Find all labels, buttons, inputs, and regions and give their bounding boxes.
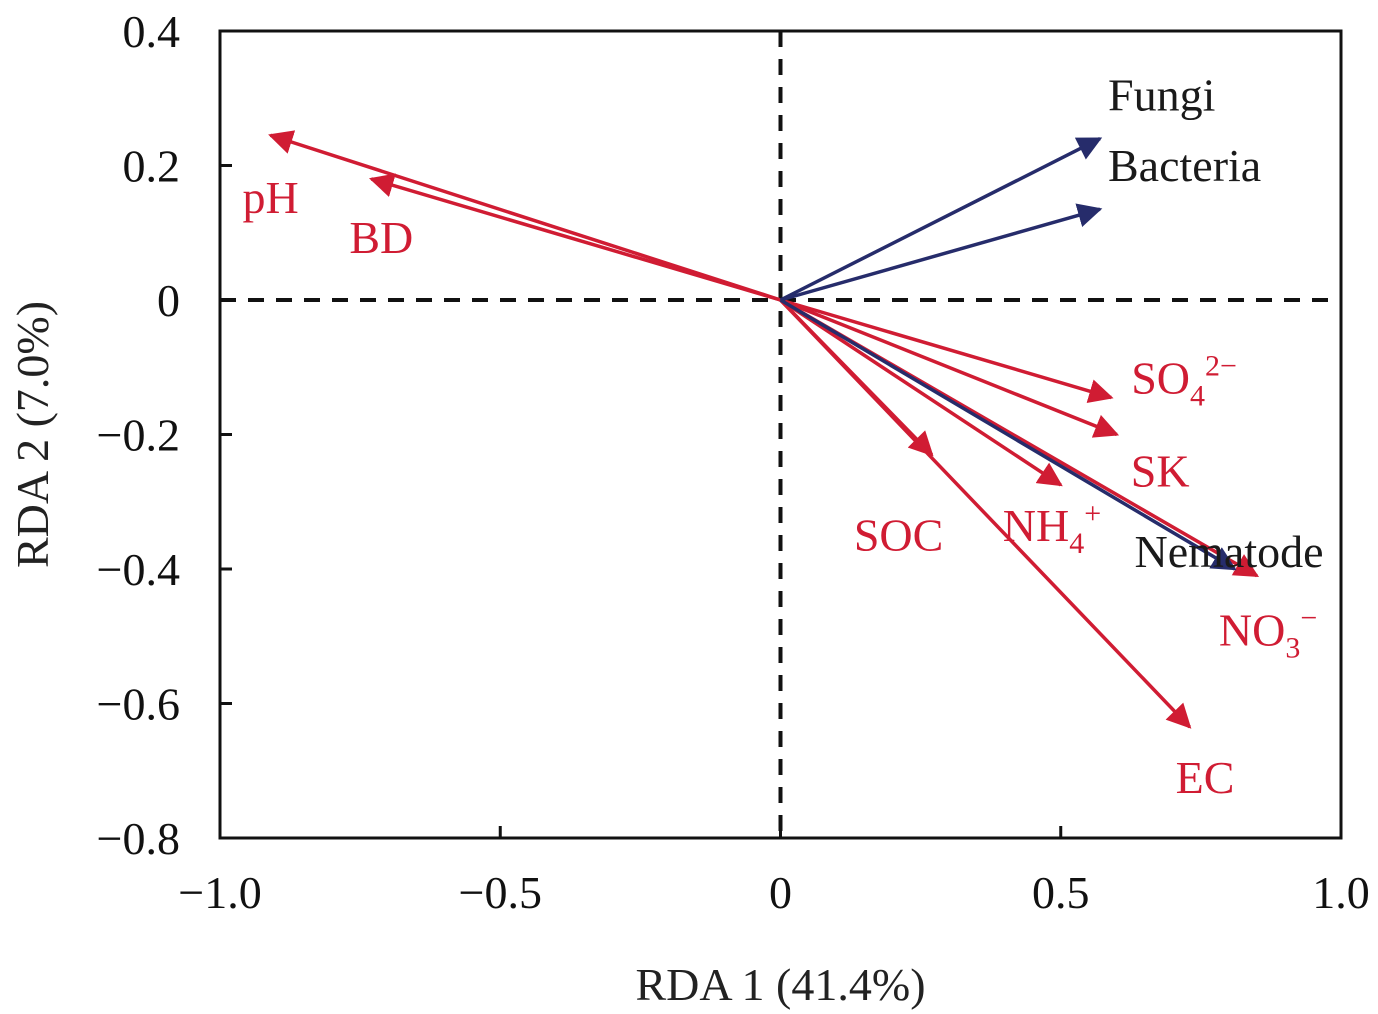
vector-label-ph: pH	[242, 172, 298, 223]
vector-label-ec: EC	[1176, 752, 1235, 803]
y-tick-label: −0.8	[97, 813, 180, 864]
vector-label-fungi: Fungi	[1108, 70, 1215, 121]
vector-arrow-sk	[779, 298, 1120, 438]
y-axis-title: RDA 2 (7.0%)	[7, 301, 58, 568]
y-tick-label: −0.6	[97, 679, 180, 730]
y-tick-label: 0.4	[123, 6, 181, 57]
vector-label-text: SK	[1131, 446, 1190, 497]
y-axis-ticks: 0.4 0.2 0 −0.2 −0.4 −0.6 −0.8	[97, 6, 232, 864]
vector-label-text: pH	[242, 172, 298, 223]
vector-arrow-bd	[368, 173, 781, 302]
vector-label-text: SO	[1131, 353, 1190, 404]
y-tick-label: −0.2	[97, 410, 180, 461]
x-axis-title: RDA 1 (41.4%)	[635, 959, 925, 1010]
vector-label-so4: SO42−	[1131, 350, 1237, 413]
vector-label-soc: SOC	[854, 510, 943, 561]
vector-label-no3: NO3−	[1219, 602, 1317, 665]
vector-label-text: NO	[1219, 605, 1285, 656]
vector-label-superscript: −	[1300, 602, 1317, 635]
y-tick-label: 0	[157, 275, 180, 326]
vector-label-subscript: 4	[1069, 527, 1084, 560]
vector-label-text: Fungi	[1108, 70, 1215, 121]
vector-label-bd: BD	[349, 212, 413, 263]
x-tick-label: −0.5	[459, 867, 542, 918]
vector-label-text: BD	[349, 212, 413, 263]
vector-arrow-ph	[268, 130, 782, 302]
vector-arrow-so4	[780, 298, 1114, 404]
vector-label-superscript: +	[1084, 497, 1101, 530]
vector-label-text: Bacteria	[1108, 140, 1261, 191]
vector-label-sk: SK	[1131, 446, 1190, 497]
y-tick-label: −0.4	[97, 544, 180, 595]
vector-label-text: SOC	[854, 510, 943, 561]
vector-arrow-nematode	[779, 298, 1237, 571]
vector-label-superscript: 2−	[1205, 350, 1237, 383]
vector-label-text: NH	[1003, 500, 1069, 551]
x-axis-ticks: −1.0 −0.5 0 0.5 1.0	[178, 826, 1370, 918]
vector-arrow-nh4	[779, 298, 1063, 487]
vector-arrow-ec	[779, 298, 1192, 729]
vector-label-subscript: 3	[1285, 632, 1300, 665]
x-tick-label: 0.5	[1032, 867, 1090, 918]
x-tick-label: −1.0	[178, 867, 261, 918]
x-tick-label: 1.0	[1312, 867, 1370, 918]
vector-label-bacteria: Bacteria	[1108, 140, 1261, 191]
vector-group	[268, 130, 1260, 729]
vector-arrow-bacteria	[780, 203, 1103, 302]
vector-label-text: EC	[1176, 752, 1235, 803]
vector-label-nematode: Nematode	[1135, 526, 1324, 577]
vector-label-nh4: NH4+	[1003, 497, 1101, 560]
x-tick-label: 0	[769, 867, 792, 918]
vector-arrow-fungi	[779, 137, 1103, 302]
vector-label-subscript: 4	[1190, 380, 1205, 413]
vector-label-text: Nematode	[1135, 526, 1324, 577]
y-tick-label: 0.2	[123, 141, 181, 192]
